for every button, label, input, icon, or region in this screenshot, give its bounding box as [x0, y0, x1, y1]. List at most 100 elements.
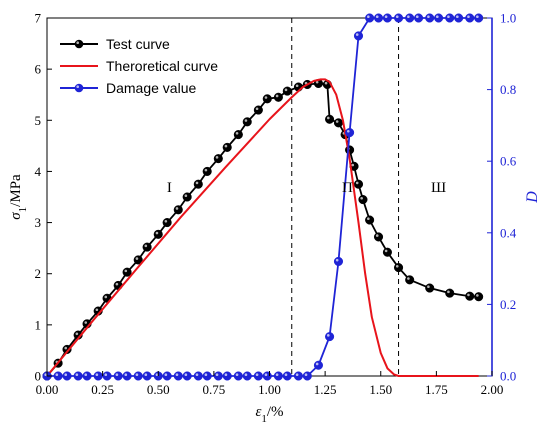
data-point — [213, 154, 223, 164]
y-tick-label: 1 — [35, 317, 42, 332]
data-point-highlight — [195, 373, 199, 377]
data-point-highlight — [284, 88, 288, 92]
data-point-highlight — [184, 194, 188, 197]
data-point-highlight — [360, 196, 363, 200]
data-point — [202, 371, 212, 381]
legend-entry-label: Test curve — [106, 36, 170, 52]
data-point — [465, 291, 475, 301]
legend: Test curve Theroretical curve Damage value — [60, 36, 218, 96]
data-point-highlight — [95, 308, 99, 312]
legend-swatch-marker — [74, 83, 84, 93]
data-point-highlight — [164, 373, 168, 377]
x-tick-label: 0.50 — [147, 382, 170, 397]
data-point-highlight — [144, 244, 148, 248]
data-point — [325, 332, 335, 342]
data-point-highlight — [324, 81, 328, 85]
data-point — [345, 128, 355, 138]
data-point-highlight — [355, 181, 359, 185]
data-point — [365, 13, 375, 23]
data-point — [394, 263, 404, 273]
data-point-highlight — [295, 84, 299, 88]
data-point — [202, 166, 212, 176]
data-point — [365, 215, 375, 225]
data-point — [373, 232, 384, 242]
data-point — [262, 94, 272, 104]
data-point-highlight — [135, 257, 139, 260]
data-point — [242, 117, 252, 127]
data-point-highlight — [115, 282, 119, 286]
y2-axis-title: D — [524, 191, 541, 204]
data-point — [313, 360, 324, 370]
data-point — [358, 195, 368, 205]
data-point — [282, 86, 292, 96]
data-point-highlight — [64, 373, 68, 377]
data-point-highlight — [215, 156, 219, 159]
x-axis-title: ε1/% — [255, 404, 283, 425]
data-point-highlight — [95, 373, 99, 377]
data-point-highlight — [436, 15, 439, 18]
data-point-highlight — [204, 168, 208, 172]
x-tick-label: 2.00 — [481, 382, 504, 397]
data-point-highlight — [304, 373, 308, 377]
legend-entry-label: Damage value — [106, 80, 196, 96]
data-point — [302, 371, 312, 381]
data-point — [53, 371, 63, 381]
data-point — [474, 13, 484, 23]
y-tick-label: 3 — [35, 215, 42, 230]
data-point-highlight — [467, 293, 470, 297]
series-theoretical-curve — [46, 78, 479, 377]
series-layer — [42, 13, 484, 381]
data-point — [253, 371, 263, 381]
data-point — [282, 371, 292, 381]
data-point — [394, 13, 404, 23]
data-point-highlight — [75, 373, 79, 377]
stage-dividers — [291, 18, 400, 376]
data-point — [273, 92, 283, 102]
data-point — [113, 371, 123, 381]
data-point — [253, 105, 263, 115]
data-point-highlight — [175, 373, 179, 377]
legend-swatch-highlight — [76, 85, 79, 88]
data-point-highlight — [264, 96, 268, 99]
data-point-highlight — [104, 373, 108, 377]
data-point — [445, 288, 455, 298]
data-point-highlight — [235, 373, 239, 377]
data-point-highlight — [335, 120, 339, 123]
data-point — [373, 13, 384, 23]
y-tick-label: 5 — [35, 113, 42, 128]
x-tick-label: 1.50 — [369, 382, 392, 397]
data-point-highlight — [275, 94, 279, 98]
data-point-highlight — [355, 33, 359, 36]
data-point — [405, 275, 415, 285]
data-point — [142, 371, 152, 381]
legend-entry-label: Theroretical curve — [106, 58, 218, 74]
data-point — [62, 371, 72, 381]
region-label: Ш — [431, 180, 446, 196]
data-point — [262, 371, 272, 381]
data-point-highlight — [384, 15, 388, 18]
data-point-highlight — [104, 295, 108, 299]
data-point — [353, 31, 364, 41]
y2-tick-label: 0.6 — [500, 154, 517, 169]
data-point-highlight — [447, 290, 450, 294]
region-label: I — [167, 180, 172, 196]
data-point — [233, 371, 243, 381]
data-point-highlight — [115, 373, 119, 377]
y-tick-label: 6 — [35, 62, 42, 77]
data-point — [213, 371, 223, 381]
data-point-highlight — [315, 362, 319, 366]
data-point-highlight — [55, 373, 59, 377]
data-point-highlight — [155, 373, 159, 377]
data-point-highlight — [135, 373, 139, 377]
data-point-highlight — [184, 373, 188, 377]
data-point-highlight — [315, 80, 319, 84]
data-point — [425, 283, 435, 293]
data-point — [405, 13, 415, 23]
y-axis-title: σ1/MPa — [8, 174, 29, 220]
data-point — [182, 371, 192, 381]
data-point-highlight — [264, 373, 268, 377]
data-point-highlight — [44, 373, 47, 377]
data-point — [122, 371, 132, 381]
